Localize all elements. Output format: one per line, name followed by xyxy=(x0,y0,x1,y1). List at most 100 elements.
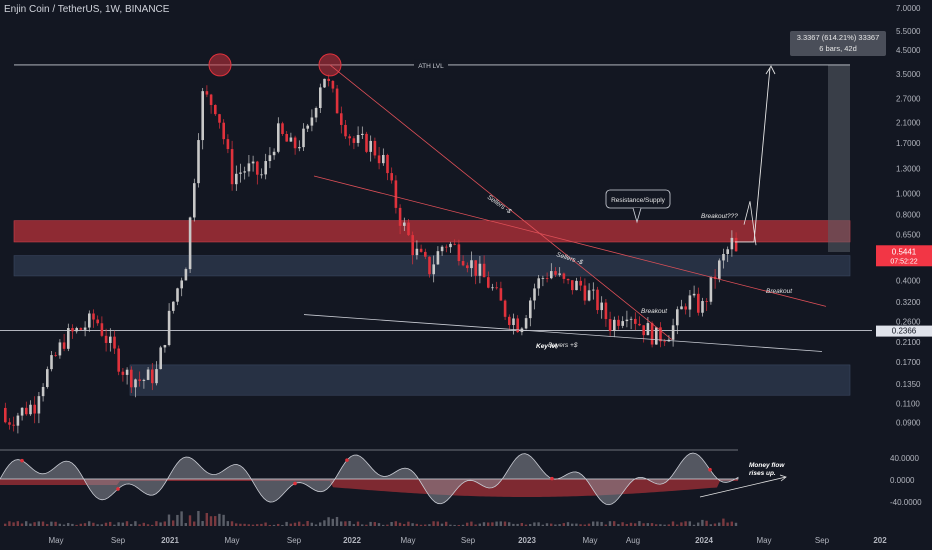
resistance-bubble-pointer xyxy=(632,207,642,224)
volume-bar xyxy=(83,523,87,526)
candle-body xyxy=(671,325,675,340)
candle-body xyxy=(209,94,213,105)
candle-body xyxy=(726,249,729,254)
volume-bar xyxy=(428,524,431,526)
volume-bar xyxy=(701,519,704,526)
candle-body xyxy=(348,136,351,139)
candle-body xyxy=(256,161,259,175)
volume-bar xyxy=(277,523,280,526)
candle-body xyxy=(159,347,162,370)
candle-body xyxy=(487,277,490,288)
candle-body xyxy=(474,260,477,276)
volume-bar xyxy=(424,524,427,526)
volume-bar xyxy=(629,522,633,526)
volume-bar xyxy=(197,510,200,526)
candle-body xyxy=(58,342,62,356)
candle-body xyxy=(352,138,356,143)
volume-bar xyxy=(596,521,599,526)
volume-bar xyxy=(478,523,481,526)
volume-bar xyxy=(436,521,439,526)
volume-bar xyxy=(495,521,498,526)
candle-body xyxy=(403,222,406,226)
candle-body xyxy=(264,161,267,175)
volume-bar xyxy=(461,524,465,526)
volume-bar xyxy=(151,524,154,526)
candle-body xyxy=(302,128,305,148)
volume-bar xyxy=(41,521,45,526)
volume-bar xyxy=(214,516,217,526)
volume-bar xyxy=(466,522,469,526)
candle-body xyxy=(88,313,91,328)
volume-bar xyxy=(285,521,288,526)
volume-bar xyxy=(130,524,133,526)
volume-bar xyxy=(142,522,145,526)
osc-signal-dot xyxy=(550,476,554,481)
candle-body xyxy=(663,341,666,343)
volume-bar xyxy=(491,522,494,526)
candle-body xyxy=(407,222,410,236)
volume-bar xyxy=(109,521,112,526)
last-price-countdown: 07:52:22 xyxy=(890,258,917,265)
candle-body xyxy=(730,237,734,250)
candle-body xyxy=(432,264,435,275)
volume-bar xyxy=(508,522,511,526)
osc-signal-dot xyxy=(708,467,712,472)
candle-body xyxy=(365,133,368,152)
volume-bar xyxy=(314,524,318,526)
candle-body xyxy=(369,140,372,152)
candle-body xyxy=(188,217,192,270)
candle-body xyxy=(629,318,633,320)
volume-bar xyxy=(562,523,565,526)
candle-body xyxy=(453,243,456,245)
candle-body xyxy=(230,149,234,185)
candle-body xyxy=(524,318,528,329)
volume-bar xyxy=(474,524,477,526)
volume-bar xyxy=(281,524,284,526)
resistance-label: Resistance/Supply xyxy=(611,197,666,204)
volume-bar xyxy=(256,524,259,526)
candle-body xyxy=(285,133,288,142)
volume-bar xyxy=(4,523,7,526)
key-price-badge xyxy=(876,325,932,337)
candle-body xyxy=(499,288,503,301)
volume-bar xyxy=(482,522,486,526)
candle-body xyxy=(218,114,221,123)
volume-bar xyxy=(302,524,305,526)
candle-body xyxy=(125,369,129,375)
volume-bar xyxy=(667,524,670,526)
volume-bar xyxy=(503,521,507,526)
time-axis: May Sep 2021 May Sep 2022 May Sep 2023 May Aug 2024… xyxy=(48,536,887,545)
volume-bar xyxy=(167,514,171,526)
breakout-zigzag xyxy=(743,201,757,246)
ath-label-bg xyxy=(414,59,448,70)
time-tick-label: May xyxy=(224,536,239,545)
candle-body xyxy=(558,273,561,275)
osc-money-flow-area xyxy=(0,479,738,497)
volume-bar xyxy=(579,524,582,526)
volume-bar xyxy=(394,521,397,526)
candle-body xyxy=(172,301,175,311)
volume-bar xyxy=(180,511,183,526)
volume-bar xyxy=(554,524,557,526)
candle-body xyxy=(583,285,587,301)
volume-bar xyxy=(676,524,679,526)
candle-body xyxy=(436,251,440,265)
candle-body xyxy=(503,300,507,317)
candle-body xyxy=(193,183,196,218)
price-tick-label: 7.0000 xyxy=(896,4,921,13)
candle-body xyxy=(621,321,624,326)
candle-body xyxy=(373,140,377,156)
volume-bar xyxy=(361,524,364,526)
osc-signal-dot xyxy=(293,481,297,486)
candle-body xyxy=(545,278,549,279)
candle-body xyxy=(512,318,515,326)
osc-signal-dot xyxy=(20,458,24,463)
candle-body xyxy=(445,246,448,248)
volume-bar xyxy=(604,524,607,526)
candle-body xyxy=(222,122,225,140)
candle-body xyxy=(130,369,133,388)
candle-body xyxy=(356,135,360,143)
measure-line-1: 3.3367 (614.21%) 33367 xyxy=(796,33,880,42)
money-flow-label-2: rises up. xyxy=(749,470,776,477)
